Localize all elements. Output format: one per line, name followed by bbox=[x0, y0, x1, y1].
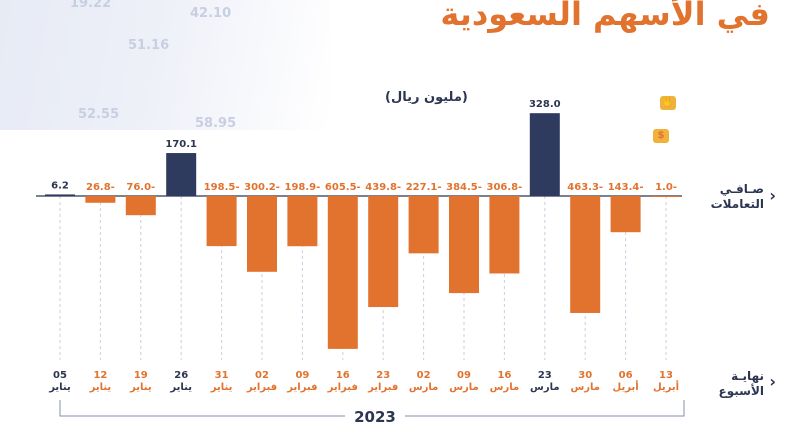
value-label: 300.2- bbox=[244, 182, 280, 193]
tick-label-month: أبريل bbox=[613, 380, 639, 393]
tick-label-month: فبراير bbox=[286, 382, 317, 393]
bar bbox=[247, 196, 277, 272]
unit-label: (مليون ريال) bbox=[385, 90, 468, 105]
tick-label-day: 13 bbox=[659, 370, 673, 381]
value-label: 198.5- bbox=[204, 182, 240, 193]
bar bbox=[287, 196, 318, 247]
handshake-icon: ✋ bbox=[659, 96, 676, 110]
tick-label-day: 09 bbox=[457, 370, 471, 381]
tick-label-month: يناير bbox=[169, 382, 192, 393]
bar bbox=[368, 196, 399, 308]
year-label: 2023 bbox=[345, 408, 405, 426]
tick-label-month: يناير bbox=[48, 382, 71, 393]
value-label: 227.1- bbox=[406, 182, 442, 193]
bar bbox=[610, 196, 641, 233]
hand-coin-icon: $ bbox=[652, 129, 669, 143]
background-decoration bbox=[0, 0, 330, 130]
value-labels-group: 6.2 26.8- 76.0- 170.1 198.5- 300.2- 198.9- 605.… bbox=[51, 99, 677, 193]
tick-label-month: مارس bbox=[409, 382, 439, 393]
bar bbox=[327, 196, 358, 349]
tick-label-day: 09 bbox=[295, 370, 309, 381]
chevron-right-icon: › bbox=[769, 372, 776, 391]
tick-label-month: يناير bbox=[210, 382, 233, 393]
tick-label-month: مارس bbox=[530, 382, 560, 393]
legend-label: مشتريات bbox=[596, 95, 654, 111]
decor-number: 19.22 bbox=[70, 0, 112, 11]
value-label: 143.4- bbox=[608, 182, 644, 193]
tick-label-day: 30 bbox=[578, 370, 592, 381]
tick-label-month: مارس bbox=[490, 382, 520, 393]
tick-label-month: أبريل bbox=[653, 380, 679, 393]
bars-group bbox=[45, 113, 681, 349]
value-label: 26.8- bbox=[86, 182, 115, 193]
page-title: في الأسهم السعودية bbox=[440, 0, 770, 33]
decor-number: 42.10 bbox=[190, 6, 232, 21]
tick-label-day: 31 bbox=[215, 370, 229, 381]
tick-label-day: 16 bbox=[497, 370, 511, 381]
value-label: 306.8- bbox=[487, 182, 523, 193]
value-label: 328.0 bbox=[529, 99, 561, 110]
value-label: 605.5- bbox=[325, 182, 361, 193]
bar bbox=[449, 196, 479, 294]
tick-label-day: 26 bbox=[174, 370, 188, 381]
legend-label: مبيعات bbox=[603, 128, 647, 144]
value-label: 384.5- bbox=[446, 182, 482, 193]
tick-label-day: 19 bbox=[134, 370, 148, 381]
decor-number: 51.16 bbox=[128, 38, 170, 53]
value-label: 198.9- bbox=[285, 182, 321, 193]
value-label: 170.1 bbox=[165, 139, 197, 150]
bar bbox=[651, 196, 681, 197]
value-label: 76.0- bbox=[126, 182, 155, 193]
tick-label-day: 05 bbox=[53, 370, 67, 381]
bar bbox=[125, 196, 156, 216]
net-transactions-label: صـافـي التعاملات bbox=[710, 182, 764, 211]
value-label: 6.2 bbox=[51, 180, 69, 191]
bar bbox=[529, 113, 560, 196]
legend-sales: $ مبيعات bbox=[592, 124, 680, 148]
bar bbox=[85, 196, 116, 203]
tick-label-month: يناير bbox=[89, 382, 112, 393]
decor-number: 52.55 bbox=[78, 107, 120, 122]
tick-label-month: مارس bbox=[449, 382, 479, 393]
bar bbox=[166, 153, 197, 196]
decor-number: 58.95 bbox=[195, 116, 237, 131]
value-label: 439.8- bbox=[365, 182, 401, 193]
bar bbox=[489, 196, 520, 274]
tick-label-month: فبراير bbox=[246, 382, 277, 393]
tick-label-day: 06 bbox=[619, 370, 633, 381]
bar bbox=[206, 196, 237, 247]
value-label: 1.0- bbox=[655, 182, 677, 193]
chevron-right-icon: › bbox=[769, 186, 776, 205]
bar bbox=[570, 196, 601, 313]
tick-label-day: 12 bbox=[93, 370, 107, 381]
bar bbox=[408, 196, 439, 254]
tick-label-day: 23 bbox=[376, 370, 390, 381]
tick-label-day: 16 bbox=[336, 370, 350, 381]
tick-label-day: 02 bbox=[255, 370, 269, 381]
tick-label-month: مارس bbox=[570, 382, 600, 393]
tick-label-day: 23 bbox=[538, 370, 552, 381]
value-label: 463.3- bbox=[567, 182, 603, 193]
tick-label-month: يناير bbox=[129, 382, 152, 393]
week-end-label: نهايـة الأسبوع bbox=[718, 369, 764, 398]
tick-labels-group: 05يناير12يناير19يناير26يناير31يناير02فبر… bbox=[48, 370, 679, 393]
bar bbox=[45, 194, 75, 196]
legend-purchases: ✋ مشتريات bbox=[592, 91, 680, 115]
tick-label-day: 02 bbox=[417, 370, 431, 381]
tick-label-month: فبراير bbox=[327, 382, 358, 393]
tick-label-month: فبراير bbox=[367, 382, 398, 393]
